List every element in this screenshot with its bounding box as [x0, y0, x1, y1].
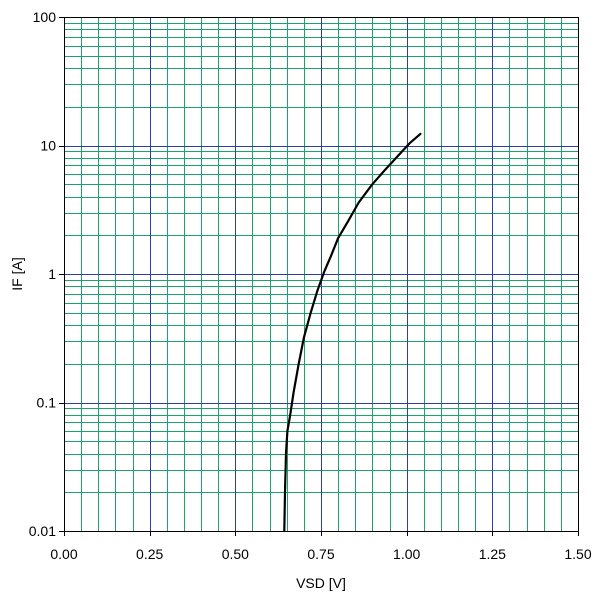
major-grid	[64, 17, 578, 531]
tick-marks	[59, 17, 579, 536]
x-tick-label: 1.50	[564, 546, 591, 562]
x-tick-label: 0.25	[136, 546, 163, 562]
forward-current-curve	[283, 132, 422, 533]
x-tick-label: 0.50	[222, 546, 249, 562]
y-tick-label: 10	[40, 138, 56, 154]
y-tick-label: 0.01	[29, 523, 56, 539]
x-tick-label: 1.00	[393, 546, 420, 562]
y-tick-label: 0.1	[37, 395, 57, 411]
x-axis-title: VSD [V]	[296, 575, 346, 591]
y-axis-title: IF [A]	[9, 257, 25, 290]
x-tick-labels: 0.00 0.25 0.50 0.75 1.00 1.25 1.50	[50, 546, 591, 562]
x-tick-label: 0.00	[50, 546, 77, 562]
y-tick-labels: 0.01 0.1 1 10 100	[29, 9, 56, 539]
x-tick-label: 1.25	[479, 546, 506, 562]
y-tick-label: 1	[48, 266, 56, 282]
y-tick-label: 100	[33, 9, 57, 25]
x-tick-label: 0.75	[307, 546, 334, 562]
